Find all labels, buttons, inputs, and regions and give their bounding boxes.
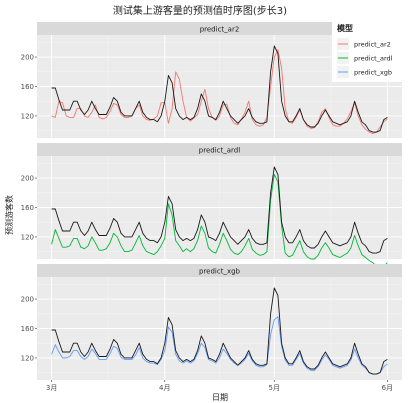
x-tick-label: 5月	[269, 384, 280, 392]
x-tick-label: 6月	[382, 384, 393, 392]
strip-predict_ardl	[37, 143, 402, 156]
strip-label-predict_xgb: predict_xgb	[199, 268, 241, 276]
x-axis-title: 日期	[212, 393, 228, 402]
y-tick-label: 120	[21, 112, 34, 120]
panel-predict_ardl: predict_ardl 120 160 200	[21, 143, 402, 270]
legend-title: 模型	[337, 23, 353, 33]
legend: 模型 predict_ar2 predict_ardl predict_xgb	[332, 20, 412, 82]
series-line-predict_xgb	[51, 316, 388, 375]
x-axis: 3月 4月 5月 6月	[46, 380, 393, 392]
y-tick-label: 200	[21, 296, 34, 304]
x-tick-label: 3月	[46, 384, 57, 392]
y-axis-title: 预测游客数	[4, 195, 14, 235]
y-tick-label: 200	[21, 175, 34, 183]
y-tick-label: 160	[21, 83, 34, 91]
facet-panels: predict_ar2 120 160 200 predict_ardl 120 160 20…	[21, 22, 402, 380]
series-line-predict_ardl	[51, 173, 388, 270]
strip-label-predict_ar2: predict_ar2	[200, 26, 240, 34]
y-tick-label: 120	[21, 354, 34, 362]
legend-label-predict_xgb: predict_xgb	[354, 69, 392, 77]
y-tick-label: 200	[21, 54, 34, 62]
strip-predict_xgb	[37, 264, 402, 277]
strip-label-predict_ardl: predict_ardl	[199, 147, 240, 155]
y-tick-label: 160	[21, 325, 34, 333]
chart-title: 测试集上游客量的预测值时序图(步长3)	[113, 4, 287, 17]
legend-label-predict_ardl: predict_ardl	[354, 55, 393, 63]
series-line-actual	[51, 166, 388, 254]
legend-label-predict_ar2: predict_ar2	[354, 41, 391, 49]
x-tick-label: 4月	[159, 384, 170, 392]
series-line-actual	[51, 287, 388, 375]
legend-entries: predict_ar2 predict_ardl predict_xgb	[337, 38, 393, 78]
strip-predict_ar2	[37, 22, 402, 35]
panel-predict_xgb: predict_xgb 120 160 200	[21, 264, 402, 380]
series-line-predict_ar2	[51, 49, 388, 135]
y-tick-label: 120	[21, 233, 34, 241]
y-tick-label: 160	[21, 204, 34, 212]
series-line-actual	[51, 45, 388, 133]
